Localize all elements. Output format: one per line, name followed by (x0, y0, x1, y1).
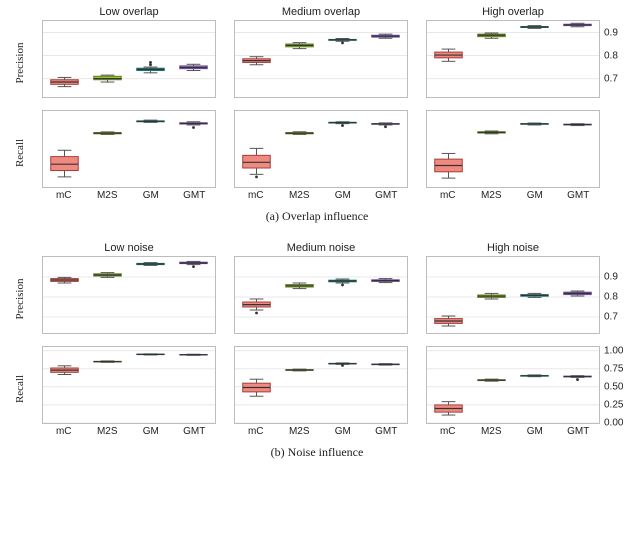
outlier (341, 284, 344, 287)
ylabel-Precision: Precision (14, 279, 26, 320)
outlier (576, 378, 579, 381)
panel (42, 20, 216, 98)
ytick: 0.7 (604, 73, 618, 84)
xtick: M2S (97, 426, 118, 437)
box-mC (243, 155, 271, 168)
xtick: mC (248, 426, 264, 437)
figure-caption: (b) Noise influence (0, 445, 634, 460)
panel (426, 20, 600, 98)
xtick: GMT (567, 190, 589, 201)
boxplot-panel (427, 111, 599, 187)
boxplot-panel (43, 257, 215, 333)
xtick: GMT (567, 426, 589, 437)
boxplot-panel (235, 21, 407, 97)
ytick: 0.25 (604, 399, 623, 410)
boxplot-panel (427, 257, 599, 333)
outlier (255, 312, 258, 315)
panel (234, 20, 408, 98)
xtick: GM (335, 190, 351, 201)
xtick: GM (335, 426, 351, 437)
panel-title: Low overlap (42, 6, 216, 18)
xtick: M2S (289, 426, 310, 437)
outlier (341, 41, 344, 44)
panel (42, 346, 216, 424)
xtick: GM (143, 190, 159, 201)
xtick: M2S (481, 426, 502, 437)
figure-noise: Low noiseMedium noiseHigh noisePrecision… (0, 242, 640, 256)
xtick: M2S (289, 190, 310, 201)
ytick: 0.7 (604, 312, 618, 323)
outlier (384, 125, 387, 128)
xtick: GM (527, 190, 543, 201)
ytick: 0.00 (604, 418, 623, 429)
figure-caption: (a) Overlap influence (0, 209, 634, 224)
boxplot-panel (427, 21, 599, 97)
outlier (341, 364, 344, 367)
outlier (341, 124, 344, 127)
outlier (149, 63, 152, 66)
ylabel-Precision: Precision (14, 43, 26, 84)
boxplot-panel (427, 347, 599, 423)
panel (426, 110, 600, 188)
box-mC (51, 157, 79, 171)
xtick: mC (248, 190, 264, 201)
panel (234, 346, 408, 424)
xtick: mC (440, 426, 456, 437)
panel-title: Medium overlap (234, 6, 408, 18)
boxplot-panel (235, 257, 407, 333)
panel-title: High overlap (426, 6, 600, 18)
panel-title: High noise (426, 242, 600, 254)
panel (42, 110, 216, 188)
boxplot-panel (43, 111, 215, 187)
xtick: GMT (375, 426, 397, 437)
xtick: M2S (481, 190, 502, 201)
panel-title: Medium noise (234, 242, 408, 254)
boxplot-panel (43, 347, 215, 423)
panel (234, 256, 408, 334)
boxplot-panel (43, 21, 215, 97)
figure-overlap: Low overlapMedium overlapHigh overlapPre… (0, 6, 640, 20)
ytick: 1.00 (604, 345, 623, 356)
panel-title: Low noise (42, 242, 216, 254)
panel (426, 346, 600, 424)
xtick: GM (527, 426, 543, 437)
xtick: GMT (375, 190, 397, 201)
xtick: mC (440, 190, 456, 201)
xtick: mC (56, 426, 72, 437)
boxplot-panel (235, 347, 407, 423)
ytick: 0.9 (604, 27, 618, 38)
ytick: 0.8 (604, 50, 618, 61)
ytick: 0.8 (604, 292, 618, 303)
xtick: GM (143, 426, 159, 437)
ylabel-Recall: Recall (14, 139, 26, 167)
xtick: GMT (183, 426, 205, 437)
ytick: 0.75 (604, 363, 623, 374)
outlier (192, 126, 195, 129)
xtick: mC (56, 190, 72, 201)
outlier (255, 175, 258, 178)
boxplot-panel (235, 111, 407, 187)
panel (234, 110, 408, 188)
ylabel-Recall: Recall (14, 375, 26, 403)
xtick: M2S (97, 190, 118, 201)
panel (42, 256, 216, 334)
outlier (192, 265, 195, 268)
ytick: 0.9 (604, 272, 618, 283)
panel (426, 256, 600, 334)
xtick: GMT (183, 190, 205, 201)
ytick: 0.50 (604, 381, 623, 392)
